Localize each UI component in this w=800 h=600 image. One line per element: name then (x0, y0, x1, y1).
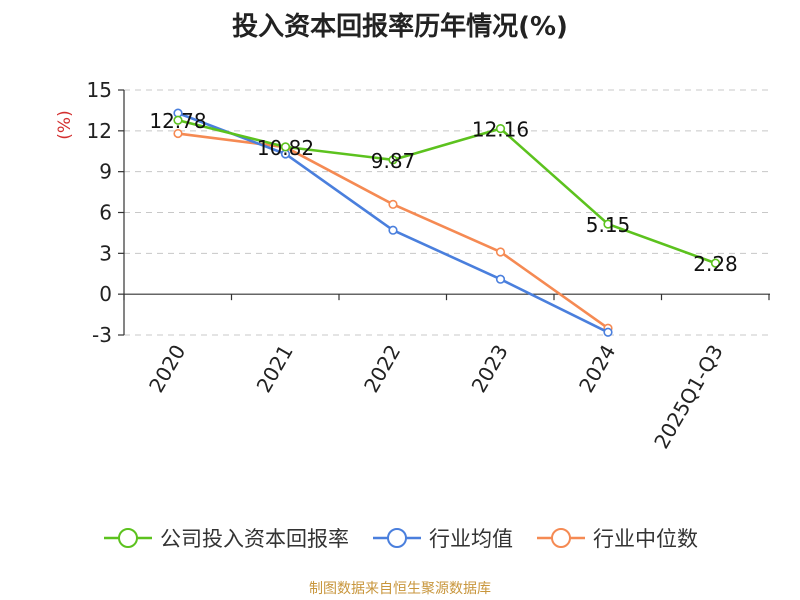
y-tick-label: 3 (99, 241, 112, 265)
legend-label: 行业均值 (429, 527, 513, 551)
legend: 公司投入资本回报率 行业均值 行业中位数 (0, 520, 800, 556)
data-point (495, 274, 506, 284)
series-layer (173, 108, 721, 337)
data-label: 12.78 (149, 109, 206, 133)
data-point (173, 128, 183, 139)
axes (118, 89, 770, 336)
data-point (495, 124, 506, 134)
legend-item[interactable]: 公司投入资本回报率 (102, 523, 349, 553)
data-label: 9.87 (371, 149, 416, 173)
y-axis-label: (%) (55, 110, 75, 139)
data-point (603, 327, 613, 337)
y-tick-label: 0 (99, 282, 112, 306)
legend-swatch (537, 528, 585, 548)
x-tick-label: 2022 (359, 341, 405, 397)
line-chart: (%) 15 12 9 6 3 0 -3 2020 2021 2022 2023 2024 2025Q… (55, 78, 770, 453)
chart-title: 投入资本回报率历年情况(%) (232, 12, 568, 42)
legend-item[interactable]: 行业中位数 (535, 523, 698, 553)
data-point (603, 219, 613, 229)
y-tick-label: 6 (99, 201, 112, 225)
data-point (280, 142, 291, 152)
legend-marker (387, 528, 407, 548)
x-tick-labels: 2020 2021 2022 2023 2024 2025Q1-Q3 (144, 341, 728, 453)
legend-item[interactable]: 行业均值 (371, 523, 513, 553)
legend-label: 行业中位数 (593, 527, 698, 551)
data-point (710, 258, 721, 268)
legend-label: 公司投入资本回报率 (160, 527, 349, 551)
legend-marker (118, 528, 138, 548)
data-point (173, 115, 183, 125)
legend-marker (551, 528, 571, 548)
x-tick-label: 2024 (574, 341, 620, 397)
grid-lines (124, 89, 770, 336)
x-tick-label: 2020 (144, 341, 190, 397)
data-point (388, 225, 398, 235)
data-label: 12.16 (472, 118, 529, 142)
x-tick-label: 2021 (252, 341, 298, 397)
y-tick-labels: 15 12 9 6 3 0 -3 (87, 78, 112, 347)
legend-swatch (104, 528, 152, 548)
data-point (388, 155, 398, 165)
y-tick-label: 15 (87, 78, 112, 102)
data-labels: 12.78 10.82 9.87 12.16 5.15 2.28 (149, 109, 737, 276)
data-label: 2.28 (693, 252, 738, 276)
y-tick-label: 12 (87, 119, 112, 143)
series-line (177, 118, 716, 265)
x-tick-label: 2025Q1-Q3 (649, 341, 728, 453)
data-point (495, 247, 506, 257)
source-note: 制图数据来自恒生聚源数据库 (309, 581, 491, 597)
y-tick-label: 9 (99, 160, 112, 184)
series-line (177, 111, 609, 334)
x-tick-label: 2023 (467, 341, 513, 397)
data-label: 10.82 (257, 136, 314, 160)
data-label: 5.15 (586, 213, 631, 237)
y-tick-label: -3 (92, 323, 112, 347)
legend-swatch (373, 528, 421, 548)
data-point (388, 199, 398, 209)
